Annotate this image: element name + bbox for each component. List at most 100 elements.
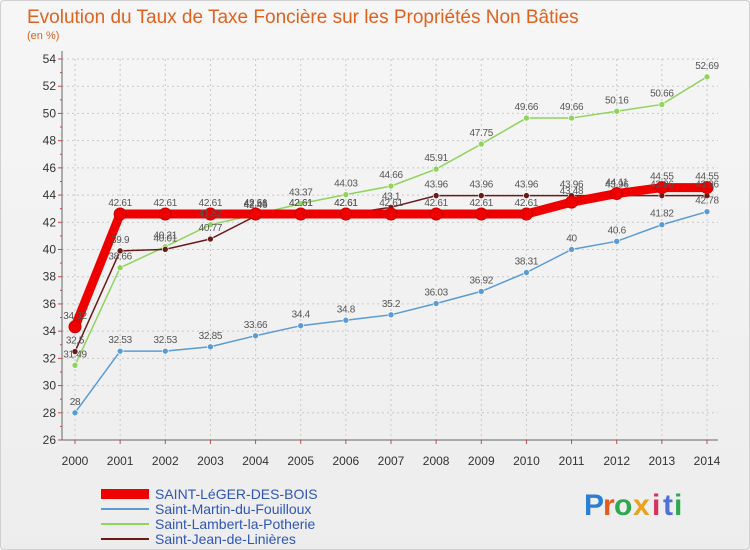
data-point (432, 192, 440, 199)
data-label: 44.66 (379, 170, 403, 181)
data-label: 34.8 (337, 304, 356, 315)
legend-label: Saint-Martin-du-Fouilloux (155, 501, 311, 517)
logo-letter: i (674, 489, 683, 522)
data-label: 50.66 (650, 88, 674, 99)
proxiti-logo: Pro x i t i (584, 489, 683, 522)
data-point (342, 191, 350, 198)
data-label: 41.82 (199, 209, 223, 220)
data-label: 43.37 (289, 188, 313, 199)
data-point (203, 207, 217, 221)
x-tick-label: 2003 (197, 454, 224, 468)
data-point (297, 200, 305, 207)
data-point (161, 246, 169, 253)
data-point (568, 114, 575, 122)
data-label: 42.61 (154, 198, 178, 209)
data-label: 40.01 (154, 233, 178, 244)
y-tick-label: 46 (43, 161, 57, 175)
data-label: 41.82 (650, 209, 674, 220)
y-tick-label: 28 (43, 406, 57, 420)
data-point (477, 288, 485, 295)
chart-title: Evolution du Taux de Taxe Foncière sur l… (27, 7, 579, 28)
logo-letter: r (603, 489, 616, 522)
data-point (387, 311, 395, 319)
data-point (610, 187, 624, 201)
logo-letter: x (633, 489, 651, 522)
data-label: 43.1 (382, 191, 401, 202)
data-label: 49.66 (515, 102, 539, 113)
data-point (387, 182, 395, 190)
series-layer (68, 73, 714, 417)
data-point (71, 409, 79, 417)
data-point (613, 107, 621, 115)
data-point (68, 320, 82, 334)
data-label: 36.92 (470, 275, 494, 286)
data-label: 36.03 (424, 288, 448, 299)
y-tick-label: 54 (43, 52, 57, 66)
data-label: 39.9 (111, 235, 130, 246)
data-label: 43.96 (605, 180, 629, 191)
data-point (71, 348, 79, 355)
y-tick-label: 30 (43, 379, 57, 393)
data-label: 42.61 (289, 198, 313, 209)
data-point (658, 221, 666, 229)
x-tick-label: 2008 (423, 454, 450, 468)
data-label: 42.61 (289, 198, 313, 209)
logo-letter: o (614, 489, 633, 522)
y-tick-label: 44 (43, 188, 57, 202)
data-label: 42.61 (334, 198, 358, 209)
data-point (116, 247, 124, 255)
data-point (249, 207, 263, 221)
data-point (703, 73, 711, 81)
legend: SAINT-LéGER-DES-BOISSaint-Martin-du-Foui… (101, 486, 318, 547)
data-label: 40 (566, 234, 577, 245)
data-label: 44.11 (605, 178, 629, 189)
x-tick-label: 2006 (333, 454, 360, 468)
data-point (252, 332, 259, 340)
data-point (161, 347, 169, 355)
y-tick-label: 26 (43, 433, 57, 447)
data-label: 43.96 (515, 180, 539, 191)
data-label: 42.46 (244, 200, 268, 211)
y-tick-label: 52 (43, 79, 57, 93)
data-label: 35.2 (382, 299, 401, 310)
data-point (116, 347, 124, 355)
data-label: 32.5 (66, 336, 85, 347)
data-label: 45.91 (424, 153, 448, 164)
x-tick-label: 2007 (378, 454, 405, 468)
x-tick-label: 2013 (649, 454, 676, 468)
data-label: 52.69 (695, 61, 719, 72)
logo-letter: i (652, 489, 661, 522)
y-tick-label: 36 (43, 297, 57, 311)
x-tick-label: 2004 (242, 454, 269, 468)
data-label: 40.6 (608, 225, 627, 236)
x-tick-label: 2000 (62, 454, 89, 468)
x-tick-label: 2005 (287, 454, 314, 468)
data-point (113, 207, 127, 221)
data-point (565, 195, 579, 209)
legend-label: Saint-Lambert-la-Potherie (155, 516, 316, 532)
data-label: 34.4 (292, 310, 311, 321)
data-label: 49.66 (560, 102, 584, 113)
y-tick-label: 40 (43, 243, 57, 257)
data-label: 38.66 (108, 252, 132, 263)
data-point (339, 207, 353, 221)
data-point (523, 269, 530, 276)
data-label: 42.61 (244, 198, 268, 209)
data-point (342, 316, 350, 324)
data-point (71, 361, 79, 369)
data-label: 33.66 (244, 320, 268, 331)
data-point (613, 238, 621, 245)
data-point (207, 343, 214, 351)
data-label: 28 (70, 397, 81, 408)
data-point (658, 101, 666, 108)
y-tick-label: 34 (43, 324, 57, 338)
data-point (297, 322, 305, 330)
chart-unit: (en %) (27, 30, 59, 42)
legend-swatch (101, 489, 149, 499)
x-tick-label: 2001 (107, 454, 134, 468)
data-label: 42.61 (515, 198, 539, 209)
y-tick-label: 42 (43, 215, 57, 229)
logo-letter: P (584, 489, 605, 522)
legend-label: SAINT-LéGER-DES-BOIS (155, 486, 318, 502)
